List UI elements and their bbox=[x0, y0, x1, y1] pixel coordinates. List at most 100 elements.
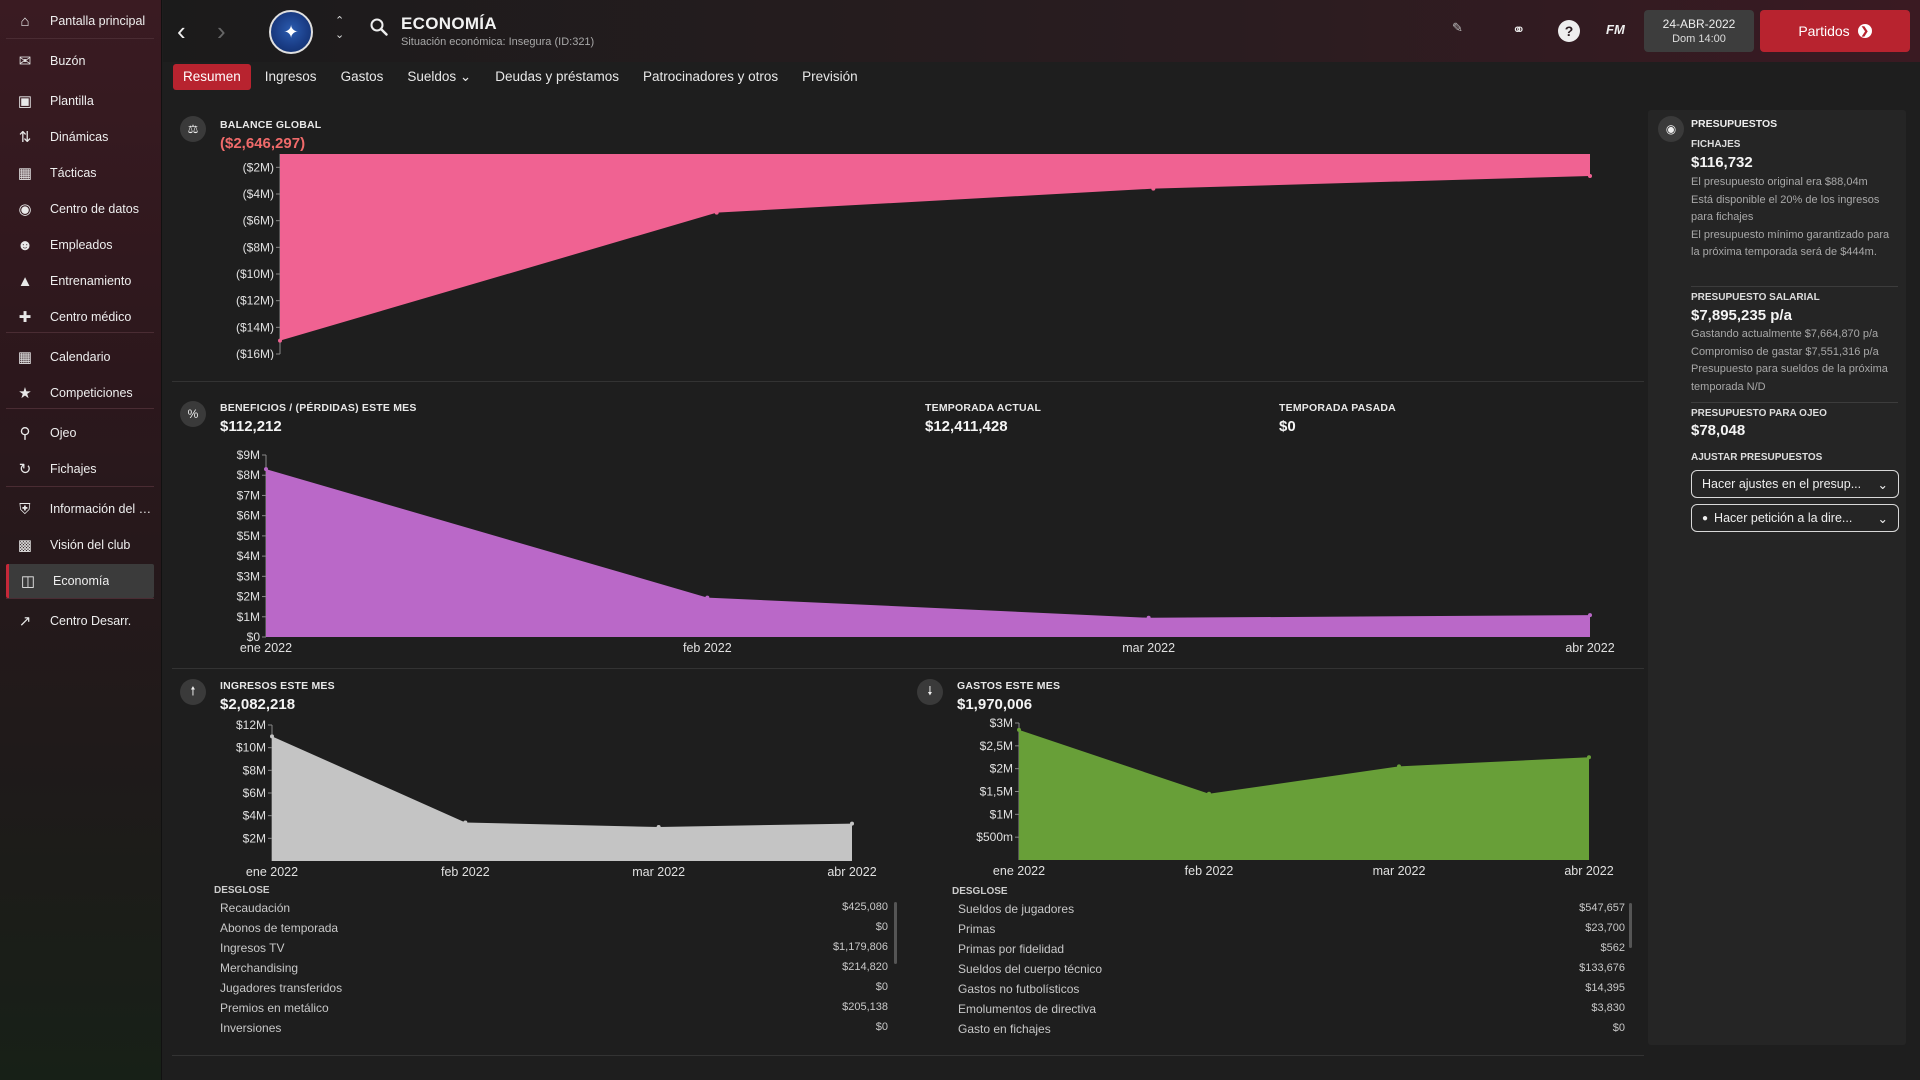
date-display[interactable]: 24-ABR-2022 Dom 14:00 bbox=[1644, 10, 1754, 52]
breakdown-name: Inversiones bbox=[220, 1021, 282, 1035]
x-tick-label: ene 2022 bbox=[240, 641, 292, 655]
tab-2[interactable]: Ingresos bbox=[264, 69, 317, 84]
club-badge-icon[interactable]: ✦ bbox=[269, 10, 313, 54]
breakdown-row[interactable]: Emolumentos de directiva $3,830 bbox=[958, 1002, 1625, 1022]
development-icon: ↗ bbox=[18, 613, 32, 630]
expenses-point bbox=[1587, 755, 1591, 760]
y-tick-label: $7M bbox=[237, 488, 260, 502]
income-chart: $2M $4M $6M $8M $10M $12M ene 2022 feb 2022 mar … bbox=[236, 718, 877, 879]
y-tick-label: $3M bbox=[237, 569, 260, 583]
y-tick-label: $2M bbox=[990, 762, 1013, 776]
sidebar-item-5[interactable]: ▦ Tácticas bbox=[6, 156, 154, 190]
breakdown-row[interactable]: Gasto en fichajes $0 bbox=[958, 1022, 1625, 1042]
breakdown-row[interactable]: Ingresos TV $1,179,806 bbox=[220, 941, 888, 961]
sidebar-item-14[interactable]: ⛨ Información del c... bbox=[6, 492, 154, 526]
breakdown-value: $3,830 bbox=[1591, 1002, 1625, 1014]
sidebar-item-6[interactable]: ◉ Centro de datos bbox=[6, 192, 154, 226]
request-board-dropdown[interactable]: ● Hacer petición a la dire... ⌄ bbox=[1691, 504, 1899, 532]
chevron-down-icon: ⌄ bbox=[1877, 477, 1888, 492]
sidebar-divider bbox=[6, 408, 154, 409]
tab-4[interactable]: Sueldos ⌄ bbox=[407, 69, 472, 84]
x-tick-label: mar 2022 bbox=[1122, 641, 1175, 655]
breakdown-name: Premios en metálico bbox=[220, 1001, 329, 1015]
income-point bbox=[463, 820, 468, 825]
income-point bbox=[850, 821, 854, 826]
back-arrow-icon[interactable]: ‹ bbox=[177, 16, 186, 46]
profit-point bbox=[264, 467, 268, 472]
edit-pencil-icon[interactable]: ✎ bbox=[1452, 20, 1463, 35]
arrow-circle-icon: ❯ bbox=[1857, 24, 1872, 38]
forward-arrow-icon[interactable]: › bbox=[217, 16, 226, 46]
expenses-breakdown-title: DESGLOSE bbox=[952, 886, 1008, 897]
trophy-globe-icon[interactable]: ⚭ bbox=[1512, 22, 1526, 39]
sidebar-item-1[interactable]: ⌂ Pantalla principal bbox=[6, 4, 154, 38]
tab-7[interactable]: Previsión bbox=[802, 69, 858, 84]
y-tick-label: ($12M) bbox=[236, 294, 274, 308]
sidebar-item-15[interactable]: ▩ Visión del club bbox=[6, 528, 154, 562]
breakdown-row[interactable]: Recaudación $425,080 bbox=[220, 901, 888, 921]
piggy-bank-icon: ◉ bbox=[1658, 116, 1684, 142]
expenses-scrollbar[interactable] bbox=[1629, 903, 1632, 948]
y-tick-label: $2M bbox=[243, 831, 266, 845]
breakdown-row[interactable]: Sueldos del cuerpo técnico $133,676 bbox=[958, 962, 1625, 982]
x-tick-label: feb 2022 bbox=[441, 865, 490, 879]
y-tick-label: ($10M) bbox=[236, 267, 274, 281]
breakdown-row[interactable]: Gastos no futbolísticos $14,395 bbox=[958, 982, 1625, 1002]
sidebar-item-16[interactable]: ◫ Economía bbox=[6, 564, 154, 598]
breakdown-row[interactable]: Primas $23,700 bbox=[958, 922, 1625, 942]
breakdown-row[interactable]: Primas por fidelidad $562 bbox=[958, 942, 1625, 962]
continue-button[interactable]: Partidos ❯ bbox=[1760, 10, 1910, 52]
tab-1[interactable]: Resumen bbox=[173, 64, 251, 90]
breakdown-row[interactable]: Sueldos de jugadores $547,657 bbox=[958, 902, 1625, 922]
scales-icon: ⚖ bbox=[180, 116, 206, 142]
sidebar-item-11[interactable]: ★ Competiciones bbox=[6, 376, 154, 410]
current-time: Dom 14:00 bbox=[1672, 33, 1726, 45]
tab-6[interactable]: Patrocinadores y otros bbox=[643, 69, 779, 84]
breakdown-row[interactable]: Inversiones $0 bbox=[220, 1021, 888, 1041]
search-icon[interactable] bbox=[370, 18, 388, 36]
y-tick-label: ($2M) bbox=[243, 160, 274, 174]
sidebar-divider bbox=[6, 486, 154, 487]
shield-icon: ⛨ bbox=[19, 500, 31, 518]
breakdown-row[interactable]: Abonos de temporada $0 bbox=[220, 921, 888, 941]
breakdown-row[interactable]: Jugadores transferidos $0 bbox=[220, 981, 888, 1001]
sidebar-item-7[interactable]: ☻ Empleados bbox=[6, 228, 154, 262]
transfer-budget-head: FICHAJES bbox=[1691, 139, 1741, 150]
club-switch-arrows-icon[interactable]: ⌃ ⌄ bbox=[335, 15, 345, 41]
balance-point bbox=[714, 210, 719, 215]
tab-5[interactable]: Deudas y préstamos bbox=[495, 69, 620, 84]
balance-point bbox=[1588, 173, 1592, 178]
balance-label: BALANCE GLOBAL bbox=[220, 119, 322, 131]
y-tick-label: $3M bbox=[990, 716, 1013, 730]
adjust-budget-dropdown[interactable]: Hacer ajustes en el presup... ⌄ bbox=[1691, 470, 1899, 498]
inbox-icon: ✉ bbox=[18, 53, 32, 70]
divider bbox=[1691, 402, 1898, 403]
sidebar-item-label: Dinámicas bbox=[50, 130, 109, 144]
income-point bbox=[656, 825, 661, 829]
breakdown-row[interactable]: Premios en metálico $205,138 bbox=[220, 1001, 888, 1021]
breakdown-name: Ingresos TV bbox=[220, 941, 285, 955]
breakdown-row[interactable]: Merchandising $214,820 bbox=[220, 961, 888, 981]
sidebar-item-17[interactable]: ↗ Centro Desarr. bbox=[6, 604, 154, 638]
tab-3[interactable]: Gastos bbox=[340, 69, 384, 84]
income-scrollbar[interactable] bbox=[894, 902, 897, 964]
sidebar-divider bbox=[6, 332, 154, 333]
sidebar-item-2[interactable]: ✉ Buzón bbox=[6, 44, 154, 78]
continue-label: Partidos bbox=[1798, 23, 1850, 39]
fm-menu-icon[interactable]: FM bbox=[1606, 22, 1625, 37]
sidebar-item-13[interactable]: ↻ Fichajes bbox=[6, 452, 154, 486]
y-tick-label: $2,5M bbox=[980, 739, 1013, 753]
sidebar-item-12[interactable]: ⚲ Ojeo bbox=[6, 416, 154, 450]
wage-budget-value: $7,895,235 p/a bbox=[1691, 307, 1792, 324]
sidebar-item-4[interactable]: ⇅ Dinámicas bbox=[6, 120, 154, 154]
budgets-panel: ◉ PRESUPUESTOS FICHAJES $116,732 El pres… bbox=[1648, 110, 1906, 1045]
breakdown-value: $23,700 bbox=[1585, 922, 1625, 934]
help-icon[interactable]: ? bbox=[1558, 20, 1580, 42]
sidebar-item-3[interactable]: ▣ Plantilla bbox=[6, 84, 154, 118]
sidebar-item-10[interactable]: ▦ Calendario bbox=[6, 340, 154, 374]
profit-area bbox=[266, 469, 1590, 637]
income-label: INGRESOS ESTE MES bbox=[220, 680, 335, 692]
sidebar-item-label: Centro Desarr. bbox=[50, 614, 132, 628]
sidebar-item-9[interactable]: ✚ Centro médico bbox=[6, 300, 154, 334]
sidebar-item-8[interactable]: ▲ Entrenamiento bbox=[6, 264, 154, 298]
